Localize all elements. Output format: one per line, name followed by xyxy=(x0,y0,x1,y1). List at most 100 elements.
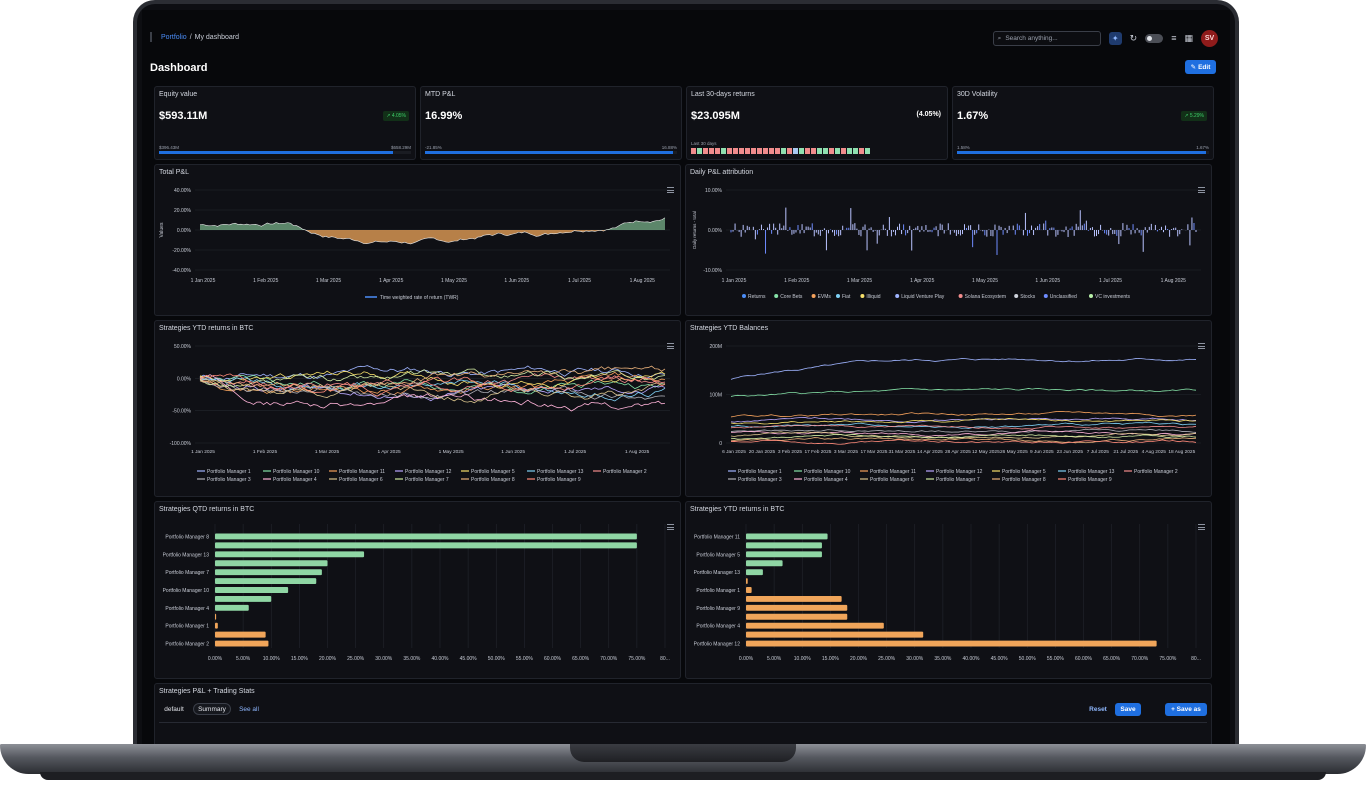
x-tick-label: 80... xyxy=(660,656,670,662)
kpi-squares-label: Last 30 days xyxy=(691,141,717,146)
legend-label: Portfolio Manager 1 xyxy=(738,469,782,475)
chart-menu-icon[interactable] xyxy=(1198,524,1205,530)
kpi-card-equity: Equity value $593.11M ↗ 4.05% $396.43M $… xyxy=(154,86,416,160)
day-square xyxy=(811,148,816,154)
legend-label: Portfolio Manager 2 xyxy=(603,469,647,475)
x-tick-label: 1 Aug 2025 xyxy=(630,278,656,284)
chart-menu-icon[interactable] xyxy=(667,524,674,530)
legend-label: Portfolio Manager 5 xyxy=(1002,469,1046,475)
kpi-title: Equity value xyxy=(159,91,198,98)
reset-button[interactable]: Reset xyxy=(1089,706,1107,713)
chart-menu-icon[interactable] xyxy=(1198,343,1205,349)
series-line xyxy=(199,377,666,402)
y-tick-label: 0.00% xyxy=(177,228,192,234)
kpi-title: 30D Volatility xyxy=(957,91,998,98)
breadcrumb-separator: / xyxy=(189,33,192,41)
search-placeholder: Search anything... xyxy=(1005,35,1058,42)
y-tick-label: -50.00% xyxy=(172,409,191,415)
ai-sparkle-icon[interactable]: ✦ xyxy=(1108,32,1122,45)
legend-dot xyxy=(774,294,779,298)
twr-line xyxy=(199,217,666,245)
x-tick-label: 30.00% xyxy=(375,656,393,662)
bar xyxy=(746,622,884,629)
chart-card-total-pnl: Total P&L 40.00% 20.00% 0.00% -20.00% -40.00… xyxy=(154,164,681,316)
legend-label: Portfolio Manager 12 xyxy=(936,469,983,475)
legend-dot xyxy=(860,294,865,298)
laptop-notch xyxy=(570,744,796,762)
stats-title: Strategies P&L + Trading Stats xyxy=(159,688,255,695)
day-square xyxy=(739,148,744,154)
legend-dot xyxy=(1089,294,1093,298)
y-axis-label: Values xyxy=(159,222,165,237)
x-tick-label: 35.00% xyxy=(934,656,952,662)
x-tick-label: 60.00% xyxy=(544,656,562,662)
legend-label: Portfolio Manager 6 xyxy=(870,477,914,483)
edit-label: Edit xyxy=(1198,63,1211,71)
bar xyxy=(746,560,783,567)
breadcrumb-portfolio-link[interactable]: Portfolio xyxy=(161,33,187,41)
legend-label: Portfolio Manager 2 xyxy=(1134,469,1178,475)
pencil-icon: ✎ xyxy=(1190,64,1197,71)
bar xyxy=(215,551,365,558)
y-tick-label: 200M xyxy=(709,344,722,350)
day-square xyxy=(841,148,846,154)
x-tick-label: 55.00% xyxy=(1047,656,1065,662)
edit-button[interactable]: ✎ Edit xyxy=(1185,60,1216,74)
y-tick-label: 100M xyxy=(709,393,722,399)
x-tick-label: 1 Jun 2025 xyxy=(1035,278,1060,284)
x-tick-label: 9 Jun 2025 xyxy=(1030,449,1054,455)
chart-menu-icon[interactable] xyxy=(1198,187,1205,193)
bar xyxy=(215,533,637,540)
grid-apps-icon[interactable]: ▦ xyxy=(1184,33,1193,43)
kpi-progress-bar xyxy=(159,151,411,154)
breadcrumb: Portfolio / My dashboard xyxy=(150,32,239,42)
bar xyxy=(746,578,748,585)
chart-title: Strategies YTD returns in BTC xyxy=(159,325,254,332)
search-icon: ⌕ xyxy=(997,34,1002,42)
chart-menu-icon[interactable] xyxy=(667,343,674,349)
avatar[interactable]: SV xyxy=(1201,30,1218,47)
x-tick-label: 15.00% xyxy=(291,656,309,662)
x-tick-label: 1 Feb 2025 xyxy=(253,278,279,284)
search-input[interactable]: ⌕ Search anything... xyxy=(992,31,1101,46)
x-tick-label: 1 Mar 2025 xyxy=(315,449,340,455)
save-button[interactable]: Save xyxy=(1115,703,1141,716)
refresh-icon[interactable]: ↻ xyxy=(1129,33,1138,43)
stats-table-card: Strategies P&L + Trading Stats default S… xyxy=(154,683,1212,746)
chart-title: Total P&L xyxy=(159,169,189,176)
kpi-min: $396.43M xyxy=(159,145,180,150)
series-line xyxy=(199,379,666,400)
tab-default[interactable]: default xyxy=(164,705,184,713)
tab-summary[interactable]: Summary xyxy=(193,703,231,715)
legend-label: Portfolio Manager 4 xyxy=(804,477,848,483)
bar xyxy=(215,595,272,602)
table-divider xyxy=(159,722,1207,723)
bar xyxy=(746,569,763,576)
x-tick-label: 3 Feb 2025 xyxy=(778,449,803,455)
kpi-title: MTD P&L xyxy=(425,91,456,98)
legend-label: Portfolio Manager 9 xyxy=(537,477,581,483)
x-tick-label: 1 Jan 2025 xyxy=(191,278,216,284)
theme-toggle[interactable] xyxy=(1145,34,1164,43)
y-tick-label: -20.00% xyxy=(172,248,191,254)
day-square xyxy=(817,148,822,154)
x-tick-label: 50.00% xyxy=(1019,656,1037,662)
see-all-link[interactable]: See all xyxy=(239,705,259,713)
chart-title: Strategies YTD returns in BTC xyxy=(690,506,785,513)
x-tick-label: 20 Jan 2025 xyxy=(749,449,776,455)
x-tick-label: 65.00% xyxy=(572,656,590,662)
legend-dot xyxy=(895,294,900,298)
x-tick-label: 15.00% xyxy=(822,656,840,662)
chart-menu-icon[interactable] xyxy=(667,187,674,193)
y-tick-label: -40.00% xyxy=(172,268,191,274)
x-tick-label: 45.00% xyxy=(460,656,478,662)
y-category-label: Portfolio Manager 7 xyxy=(165,570,209,576)
bar xyxy=(746,542,822,549)
save-as-button[interactable]: + Save as xyxy=(1165,703,1207,716)
legend-label: Portfolio Manager 11 xyxy=(339,469,385,475)
legend-label: Portfolio Manager 1 xyxy=(207,469,251,475)
series-line xyxy=(730,431,1197,439)
y-tick-label: 50.00% xyxy=(174,344,192,350)
x-tick-label: 25.00% xyxy=(347,656,365,662)
filter-icon[interactable]: ≡ xyxy=(1171,33,1177,43)
